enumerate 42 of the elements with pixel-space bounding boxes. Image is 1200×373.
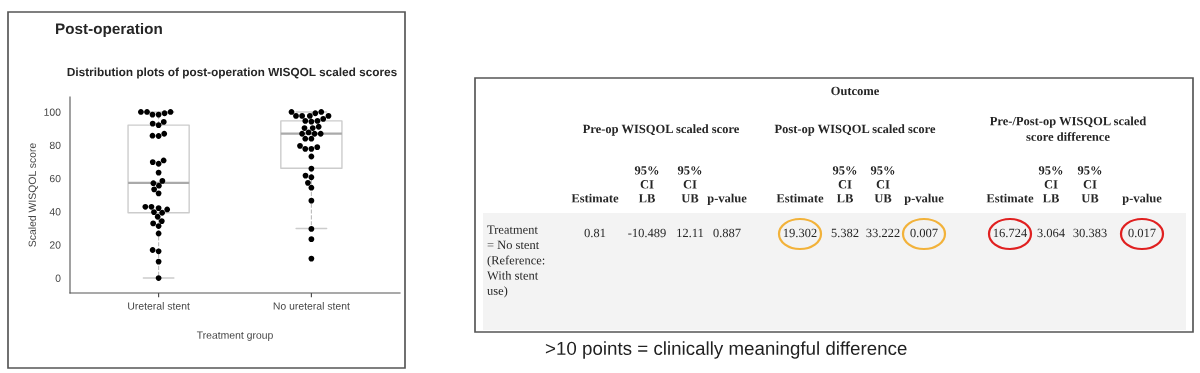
text: 95% CI LB — [832, 166, 857, 203]
y-tick-label: 40 — [49, 208, 61, 216]
text: >10 points = clinically meaningful difference — [545, 341, 907, 359]
text: Estimate — [776, 193, 824, 203]
text: p-value — [707, 193, 747, 205]
text: 16.724 — [993, 228, 1027, 238]
text: 0.017 — [1128, 228, 1156, 238]
text: Pre-op WISQOL scaled score — [582, 124, 739, 136]
text: 95% CI LB — [1038, 166, 1063, 203]
text: 30.383 — [1073, 228, 1107, 238]
text: Estimate — [571, 193, 619, 203]
text: Post-op WISQOL scaled score — [774, 124, 936, 136]
text: 95% CI UB — [870, 166, 895, 203]
text: -10.489 — [628, 228, 666, 238]
y-tick-label: 60 — [49, 174, 61, 183]
text: Estimate — [986, 193, 1034, 203]
text: 19.302 — [783, 228, 817, 238]
x-tick-label: Ureteral stent — [128, 302, 190, 310]
text: p-value — [1122, 193, 1162, 205]
text: 0.81 — [584, 228, 606, 238]
x-axis-title: Treatment group — [196, 331, 273, 341]
y-tick-label: 20 — [49, 241, 61, 249]
text: 3.064 — [1037, 228, 1065, 238]
text: 5.382 — [831, 228, 859, 238]
text: 95% CI LB — [634, 166, 659, 203]
y-tick-label: 0 — [55, 274, 61, 282]
y-axis-title: Scaled WISQOL score — [28, 143, 38, 247]
text: 95% CI UB — [677, 166, 702, 203]
text: p-value — [904, 193, 944, 205]
text: 95% CI UB — [1077, 166, 1102, 203]
y-tick-label: 100 — [44, 108, 61, 116]
text: 33.222 — [866, 228, 900, 238]
x-tick-label: No ureteral stent — [273, 302, 350, 310]
text: Treatment = No stent (Reference: With stent use) — [487, 225, 545, 298]
chart-title: Distribution plots of post-operation WISQOL scaled scores — [67, 67, 397, 79]
text: 12.11 — [677, 228, 704, 238]
text: 0.887 — [713, 228, 741, 238]
chart-subtitle: Post-operation — [56, 22, 162, 38]
text: Pre-/Post-op WISQOL scaled score difference — [989, 116, 1147, 141]
text: 0.007 — [910, 228, 938, 238]
y-tick-label: 80 — [49, 141, 61, 150]
text: Outcome — [831, 86, 879, 96]
